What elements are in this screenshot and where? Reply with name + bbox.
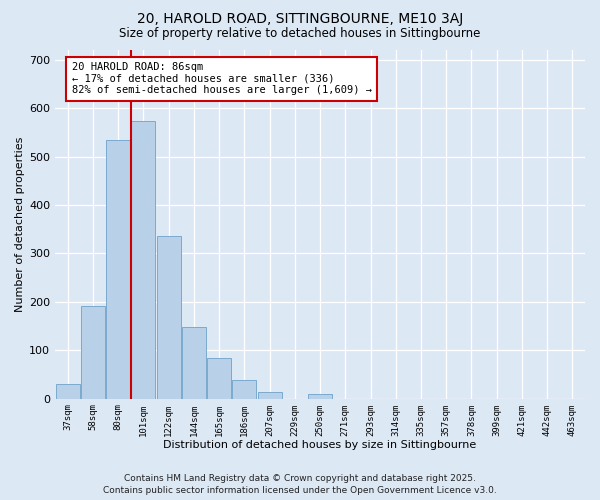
Bar: [182, 327, 206, 398]
Bar: [56, 384, 80, 398]
Bar: [157, 236, 181, 398]
Bar: [232, 380, 256, 398]
Bar: [106, 140, 130, 398]
Text: 20 HAROLD ROAD: 86sqm
← 17% of detached houses are smaller (336)
82% of semi-det: 20 HAROLD ROAD: 86sqm ← 17% of detached …: [71, 62, 371, 96]
Bar: [81, 306, 105, 398]
Y-axis label: Number of detached properties: Number of detached properties: [15, 136, 25, 312]
Text: 20, HAROLD ROAD, SITTINGBOURNE, ME10 3AJ: 20, HAROLD ROAD, SITTINGBOURNE, ME10 3AJ: [137, 12, 463, 26]
Bar: [257, 392, 281, 398]
Text: Size of property relative to detached houses in Sittingbourne: Size of property relative to detached ho…: [119, 28, 481, 40]
Bar: [131, 121, 155, 398]
Bar: [308, 394, 332, 398]
Bar: [207, 358, 231, 399]
X-axis label: Distribution of detached houses by size in Sittingbourne: Distribution of detached houses by size …: [163, 440, 477, 450]
Text: Contains HM Land Registry data © Crown copyright and database right 2025.
Contai: Contains HM Land Registry data © Crown c…: [103, 474, 497, 495]
